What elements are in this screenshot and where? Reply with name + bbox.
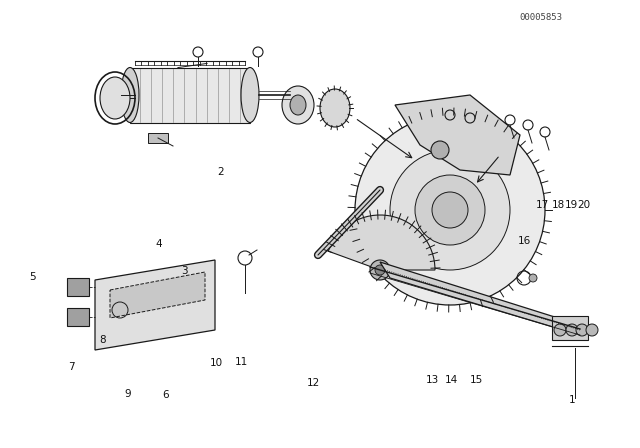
FancyArrowPatch shape [178,64,207,68]
Text: 7: 7 [68,362,75,372]
Circle shape [586,324,598,336]
Text: 10: 10 [210,358,223,368]
Polygon shape [380,262,583,336]
Bar [67,308,89,326]
Circle shape [529,274,537,282]
Text: 6: 6 [162,390,168,400]
Text: 5: 5 [29,272,35,282]
Ellipse shape [320,89,350,127]
Text: 13: 13 [426,375,439,385]
Circle shape [370,260,390,280]
Circle shape [431,141,449,159]
Text: 00005853: 00005853 [519,13,563,22]
Polygon shape [95,260,215,350]
Text: 8: 8 [99,336,106,345]
Text: 9: 9 [125,389,131,399]
Bar [130,68,250,123]
Text: 4: 4 [156,239,162,249]
Bar [148,133,168,143]
Ellipse shape [241,68,259,122]
Text: 1: 1 [569,395,575,405]
Circle shape [355,115,545,305]
Text: 17: 17 [536,200,549,210]
Ellipse shape [121,68,139,122]
Ellipse shape [282,86,314,124]
Text: 15: 15 [470,375,483,385]
Circle shape [576,324,588,336]
Circle shape [432,192,468,228]
Text: 2: 2 [218,168,224,177]
Text: 14: 14 [445,375,458,385]
Ellipse shape [290,95,306,115]
Text: 12: 12 [307,378,320,388]
Text: 18: 18 [552,200,564,210]
Text: 16: 16 [518,236,531,246]
Circle shape [566,324,578,336]
Bar [552,316,588,340]
Circle shape [390,150,510,270]
Text: 11: 11 [236,357,248,367]
Bar [67,278,89,296]
Circle shape [415,175,485,245]
Text: 3: 3 [181,267,188,276]
Text: 19: 19 [565,200,578,210]
Polygon shape [110,272,205,318]
Circle shape [375,265,385,275]
Circle shape [554,324,566,336]
Polygon shape [395,95,520,175]
Ellipse shape [100,77,130,119]
Text: 20: 20 [577,200,590,210]
Wedge shape [328,215,435,270]
